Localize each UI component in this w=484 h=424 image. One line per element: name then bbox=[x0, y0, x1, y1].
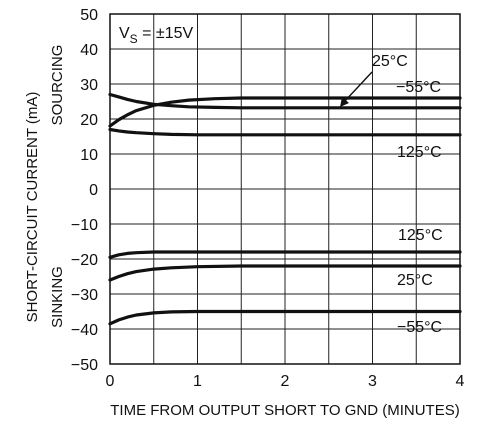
x-tick-label: 2 bbox=[281, 373, 290, 390]
series-label: −55°C bbox=[397, 319, 442, 336]
y-axis-label: SHORT-CIRCUIT CURRENT (mA) bbox=[24, 92, 41, 323]
y-tick-label: −50 bbox=[71, 357, 98, 374]
y-tick-label: 30 bbox=[80, 77, 98, 94]
y-tick-label: −30 bbox=[71, 287, 98, 304]
sinking-label: SINKING bbox=[49, 266, 66, 328]
series-line-sinking bbox=[108, 264, 462, 282]
y-tick-label: 10 bbox=[80, 147, 98, 164]
series-label: 125°C bbox=[397, 144, 442, 161]
series-line-sourcing bbox=[108, 127, 462, 137]
grid bbox=[110, 14, 460, 364]
y-tick-label: 50 bbox=[80, 7, 98, 24]
series-group bbox=[108, 92, 462, 326]
y-tick-label: −10 bbox=[71, 217, 98, 234]
y-tick-label: −20 bbox=[71, 252, 98, 269]
series-line-sinking bbox=[108, 309, 462, 326]
x-axis-label: TIME FROM OUTPUT SHORT TO GND (MINUTES) bbox=[110, 402, 459, 419]
supply-voltage-annotation: VS = ±15V bbox=[119, 25, 194, 46]
x-tick-labels: 0 1 2 3 4 bbox=[106, 373, 465, 390]
y-tick-label: 20 bbox=[80, 112, 98, 129]
series-line-sourcing bbox=[108, 92, 462, 110]
annotation-arrowhead bbox=[340, 97, 349, 107]
series-label: 25°C bbox=[372, 53, 408, 70]
series-label: −55°C bbox=[396, 79, 441, 96]
series-line-sinking bbox=[108, 250, 462, 259]
annotation-arrow-line bbox=[343, 71, 373, 103]
y-tick-label: 40 bbox=[80, 42, 98, 59]
series-label: 125°C bbox=[398, 227, 443, 244]
plot-frame bbox=[109, 13, 461, 365]
y-tick-labels: 50 40 30 20 10 0 −10 −20 −30 −40 −50 bbox=[71, 7, 98, 374]
x-tick-label: 3 bbox=[368, 373, 377, 390]
x-tick-label: 0 bbox=[106, 373, 115, 390]
x-tick-label: 4 bbox=[456, 373, 465, 390]
y-tick-label: 0 bbox=[89, 182, 98, 199]
series-line-sourcing bbox=[108, 96, 462, 128]
y-tick-label: −40 bbox=[71, 322, 98, 339]
sourcing-label: SOURCING bbox=[49, 45, 66, 126]
series-annotations: 25°C −55°C 125°C 125°C 25°C −55°C bbox=[340, 53, 443, 336]
x-tick-label: 1 bbox=[193, 373, 202, 390]
series-label: 25°C bbox=[397, 272, 433, 289]
